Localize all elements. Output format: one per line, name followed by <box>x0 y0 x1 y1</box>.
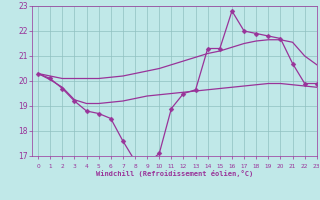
X-axis label: Windchill (Refroidissement éolien,°C): Windchill (Refroidissement éolien,°C) <box>96 170 253 177</box>
